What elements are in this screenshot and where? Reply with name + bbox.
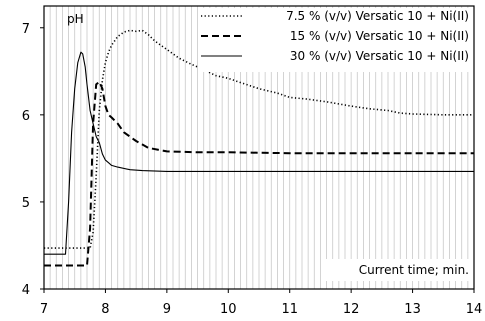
y-tick-label: 5: [22, 196, 30, 211]
x-axis-label-box: Current time; min.: [326, 259, 473, 281]
y-tick-label: 6: [22, 109, 30, 124]
legend-background: [198, 8, 473, 72]
legend: 7.5 % (v/v) Versatic 10 + Ni(II) 15 % (v/…: [198, 8, 473, 72]
y-tick-label: 7: [22, 22, 30, 37]
legend-label-3: 30 % (v/v) Versatic 10 + Ni(II): [290, 49, 469, 63]
x-tick-label: 14: [466, 302, 483, 317]
y-tick-labels: 4 5 6 7: [22, 22, 30, 298]
ticks: [40, 27, 475, 293]
series-group: [44, 29, 474, 267]
plot-frame: [43, 5, 475, 290]
x-axis-label-background: [326, 259, 473, 281]
x-tick-label: 12: [343, 302, 360, 317]
x-tick-label: 11: [281, 302, 298, 317]
x-tick-label: 7: [40, 302, 48, 317]
legend-label-1: 7.5 % (v/v) Versatic 10 + Ni(II): [286, 9, 469, 23]
x-tick-label: 10: [220, 302, 237, 317]
x-tick-label: 9: [163, 302, 171, 317]
series-line-3: [44, 51, 474, 255]
x-axis-label: Current time; min.: [359, 263, 469, 277]
x-tick-label: 13: [404, 302, 421, 317]
legend-label-2: 15 % (v/v) Versatic 10 + Ni(II): [290, 29, 469, 43]
x-tick-labels: 7 8 9 10 11 12 13 14: [40, 302, 482, 317]
y-tick-label: 4: [22, 283, 30, 298]
x-tick-label: 8: [101, 302, 109, 317]
series-line-1: [44, 29, 474, 249]
y-axis-label: pH: [67, 12, 84, 26]
series-line-2: [44, 80, 474, 267]
